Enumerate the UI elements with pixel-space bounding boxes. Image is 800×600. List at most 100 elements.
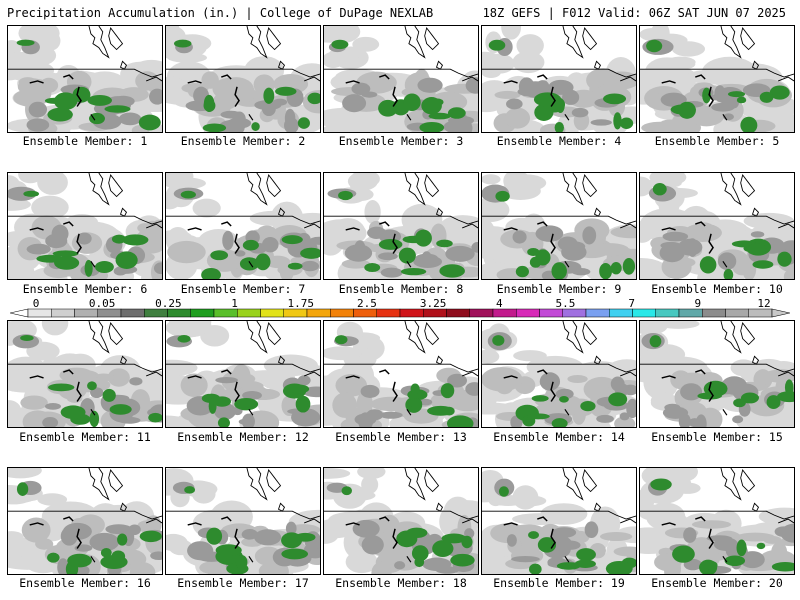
member-label-3: Ensemble Member: 3: [338, 134, 464, 148]
colorbar-segment: [562, 308, 587, 318]
colorbar-tick-label: 7: [628, 298, 635, 310]
colorbar-segment: [446, 308, 470, 318]
ensemble-panel-15: [639, 320, 795, 428]
precip-field-map: [482, 321, 636, 427]
ensemble-panel-4: [481, 25, 637, 133]
ensemble-panel-12: [165, 320, 321, 428]
precip-field-map: [166, 321, 320, 427]
precip-field-map: [640, 26, 794, 132]
precip-field-map: [166, 26, 320, 132]
member-label-8: Ensemble Member: 8: [338, 282, 464, 296]
colorbar-segment: [120, 308, 145, 318]
precip-field-map: [324, 321, 478, 427]
colorbar-segment: [167, 308, 191, 318]
precip-field-map: [640, 321, 794, 427]
member-label-4: Ensemble Member: 4: [496, 134, 622, 148]
colorbar-segment: [469, 308, 494, 318]
ensemble-panel-8: [323, 172, 479, 280]
ensemble-panel-11: [7, 320, 163, 428]
colorbar-segment: [27, 308, 52, 318]
colorbar-segment: [74, 308, 98, 318]
colorbar-segment: [399, 308, 424, 318]
ensemble-panel-5: [639, 25, 795, 133]
precip-field-map: [482, 173, 636, 279]
member-label-9: Ensemble Member: 9: [496, 282, 622, 296]
member-label-7: Ensemble Member: 7: [180, 282, 306, 296]
colorbar-segment: [632, 308, 656, 318]
colorbar-segment: [655, 308, 680, 318]
colorbar-max-arrow: [771, 308, 790, 318]
colorbar-segment: [190, 308, 215, 318]
colorbar-segment: [306, 308, 331, 318]
precip-field-map: [482, 26, 636, 132]
ensemble-panel-3: [323, 25, 479, 133]
member-label-20: Ensemble Member: 20: [651, 576, 783, 590]
colorbar-segment: [51, 308, 75, 318]
colorbar-segment: [492, 308, 517, 318]
colorbar-segment: [213, 308, 238, 318]
colorbar-segment: [283, 308, 308, 318]
colorbar-segment: [702, 308, 726, 318]
member-label-5: Ensemble Member: 5: [654, 134, 780, 148]
precip-field-map: [324, 173, 478, 279]
colorbar-segment: [423, 308, 447, 318]
ensemble-panel-7: [165, 172, 321, 280]
member-label-12: Ensemble Member: 12: [177, 430, 309, 444]
colorbar-segment: [725, 308, 749, 318]
precip-field-map: [166, 468, 320, 574]
ensemble-panel-1: [7, 25, 163, 133]
colorbar-tick-label: 0.05: [89, 298, 116, 310]
member-label-11: Ensemble Member: 11: [19, 430, 151, 444]
precip-field-map: [166, 173, 320, 279]
colorbar-segment: [585, 308, 610, 318]
ensemble-panel-10: [639, 172, 795, 280]
precip-field-map: [640, 468, 794, 574]
colorbar-segment: [144, 308, 168, 318]
ensemble-panel-9: [481, 172, 637, 280]
ensemble-panel-14: [481, 320, 637, 428]
member-label-18: Ensemble Member: 18: [335, 576, 467, 590]
ensemble-panel-18: [323, 467, 479, 575]
ensemble-panel-16: [7, 467, 163, 575]
colorbar-segment: [678, 308, 703, 318]
member-label-1: Ensemble Member: 1: [22, 134, 148, 148]
colorbar-segment: [539, 308, 563, 318]
colorbar-tick-label: 1: [231, 298, 238, 310]
member-label-15: Ensemble Member: 15: [651, 430, 783, 444]
colorbar-segment: [748, 308, 773, 318]
colorbar-min-arrow: [10, 308, 29, 318]
colorbar-segment: [330, 308, 354, 318]
member-label-16: Ensemble Member: 16: [19, 576, 151, 590]
member-label-14: Ensemble Member: 14: [493, 430, 625, 444]
colorbar-tick-label: 0: [33, 298, 40, 310]
colorbar-segment: [609, 308, 633, 318]
precip-field-map: [8, 321, 162, 427]
colorbar-tick-label: 3.25: [420, 298, 447, 310]
precip-field-map: [8, 173, 162, 279]
precip-field-map: [324, 26, 478, 132]
precipitation-colorbar: 0 0.05 0.25 1 1.75 2.5 3.25 4 5.5 7 9 12: [10, 298, 790, 318]
ensemble-panel-2: [165, 25, 321, 133]
precip-field-map: [8, 468, 162, 574]
ensemble-panel-13: [323, 320, 479, 428]
colorbar-segment: [97, 308, 122, 318]
model-run-info: 18Z GEFS | F012 Valid: 06Z SAT JUN 07 20…: [482, 6, 786, 20]
member-label-19: Ensemble Member: 19: [493, 576, 625, 590]
member-label-2: Ensemble Member: 2: [180, 134, 306, 148]
precip-field-map: [640, 173, 794, 279]
ensemble-panel-20: [639, 467, 795, 575]
member-label-13: Ensemble Member: 13: [335, 430, 467, 444]
member-label-10: Ensemble Member: 10: [651, 282, 783, 296]
colorbar-tick-label: 12: [757, 298, 770, 310]
colorbar-tick-label: 2.5: [357, 298, 377, 310]
ensemble-panel-17: [165, 467, 321, 575]
colorbar-segment: [260, 308, 284, 318]
member-label-6: Ensemble Member: 6: [22, 282, 148, 296]
colorbar-tick-label: 9: [695, 298, 702, 310]
member-label-17: Ensemble Member: 17: [177, 576, 309, 590]
ensemble-panel-6: [7, 172, 163, 280]
colorbar-tick-label: 0.25: [155, 298, 182, 310]
colorbar-segment: [376, 308, 401, 318]
map-title: Precipitation Accumulation (in.) | Colle…: [7, 6, 434, 20]
colorbar-tick-label: 1.75: [287, 298, 314, 310]
